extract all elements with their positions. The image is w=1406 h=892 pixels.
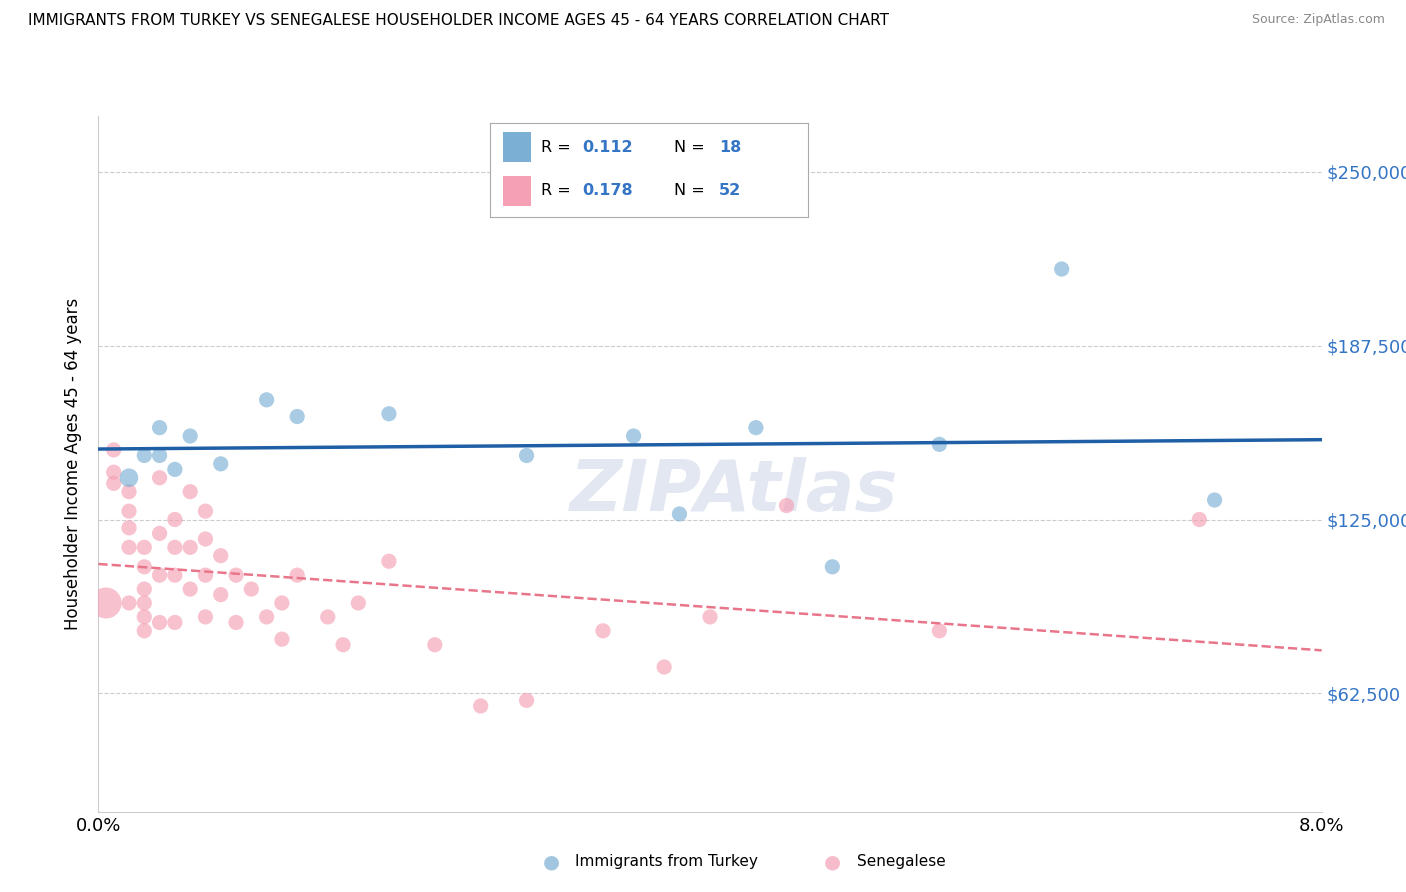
Point <box>194 504 217 518</box>
Point <box>149 615 172 630</box>
Text: Immigrants from Turkey: Immigrants from Turkey <box>575 855 758 869</box>
Point <box>149 420 172 434</box>
Point <box>668 507 690 521</box>
Text: IMMIGRANTS FROM TURKEY VS SENEGALESE HOUSEHOLDER INCOME AGES 45 - 64 YEARS CORRE: IMMIGRANTS FROM TURKEY VS SENEGALESE HOU… <box>28 13 889 29</box>
Point <box>149 526 172 541</box>
Point <box>163 512 186 526</box>
Point <box>256 392 278 407</box>
Point <box>118 504 141 518</box>
Point <box>134 559 156 574</box>
Point <box>347 596 370 610</box>
Text: ZIPAtlas: ZIPAtlas <box>571 458 898 526</box>
Point <box>592 624 614 638</box>
Point <box>516 693 538 707</box>
Point <box>699 610 721 624</box>
Point <box>103 465 125 479</box>
Point <box>928 437 950 451</box>
Point <box>240 582 263 596</box>
Point <box>378 554 401 568</box>
Point <box>423 638 446 652</box>
Point <box>94 596 117 610</box>
Point <box>209 457 232 471</box>
Point <box>134 624 156 638</box>
Y-axis label: Householder Income Ages 45 - 64 years: Householder Income Ages 45 - 64 years <box>65 298 83 630</box>
Point <box>149 449 172 463</box>
Point <box>516 449 538 463</box>
Point <box>118 596 141 610</box>
Point <box>194 532 217 546</box>
Point <box>118 541 141 555</box>
Point <box>179 541 201 555</box>
Point <box>775 499 797 513</box>
Point <box>194 568 217 582</box>
Point <box>134 449 156 463</box>
Point <box>285 568 308 582</box>
Point <box>134 610 156 624</box>
Text: Source: ZipAtlas.com: Source: ZipAtlas.com <box>1251 13 1385 27</box>
Point <box>179 484 201 499</box>
Point <box>270 632 294 647</box>
Point <box>316 610 339 624</box>
Point <box>470 698 492 713</box>
Text: ●: ● <box>824 852 841 871</box>
Point <box>209 549 232 563</box>
Point <box>118 484 141 499</box>
Point <box>225 568 247 582</box>
Point <box>652 660 675 674</box>
Point <box>285 409 308 424</box>
Point <box>118 521 141 535</box>
Point <box>821 559 844 574</box>
Text: Senegalese: Senegalese <box>856 855 946 869</box>
Point <box>270 596 294 610</box>
Point <box>163 462 186 476</box>
Point <box>1204 493 1226 508</box>
Point <box>163 541 186 555</box>
Point <box>103 442 125 457</box>
Point <box>179 582 201 596</box>
Point <box>179 429 201 443</box>
Point <box>163 615 186 630</box>
Point <box>1050 262 1073 277</box>
Point <box>134 582 156 596</box>
Point <box>163 568 186 582</box>
Point <box>256 610 278 624</box>
Point <box>149 568 172 582</box>
Point <box>745 420 768 434</box>
Point <box>225 615 247 630</box>
Point <box>209 588 232 602</box>
Point <box>378 407 401 421</box>
Point <box>332 638 354 652</box>
Point <box>928 624 950 638</box>
Point <box>134 596 156 610</box>
Point <box>623 429 645 443</box>
Point <box>149 471 172 485</box>
Point <box>103 476 125 491</box>
Point <box>118 471 141 485</box>
Point <box>194 610 217 624</box>
Point <box>1188 512 1211 526</box>
Text: ●: ● <box>543 852 560 871</box>
Point <box>134 541 156 555</box>
